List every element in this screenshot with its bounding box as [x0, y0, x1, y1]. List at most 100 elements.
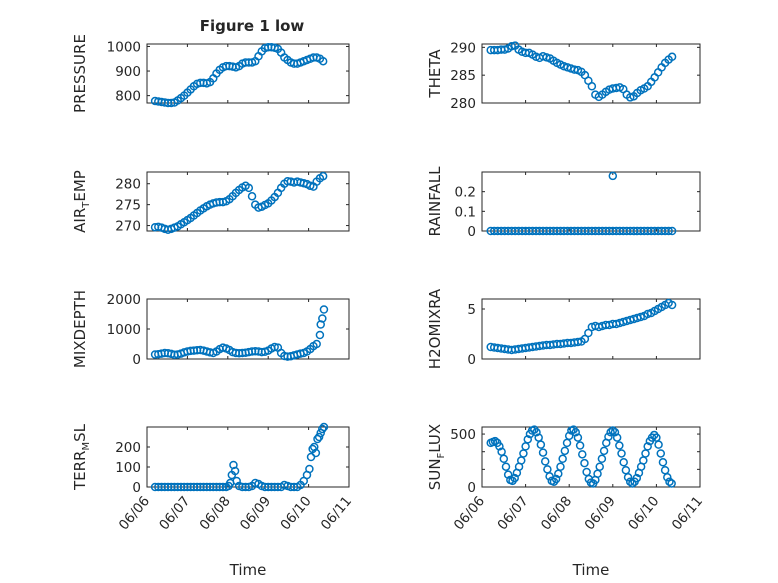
- data-point: [536, 440, 546, 449]
- data-point: [558, 454, 567, 464]
- figure-title: Figure 1 low: [200, 17, 305, 35]
- data-point: [595, 462, 604, 471]
- data-point: [270, 342, 279, 352]
- data-point: [314, 432, 324, 442]
- y-tick-label: 285: [450, 68, 476, 84]
- data-point: [612, 433, 622, 442]
- data-point: [490, 436, 500, 446]
- y-tick-label: 0: [467, 352, 476, 368]
- data-point: [503, 470, 513, 479]
- data-point: [608, 171, 618, 181]
- y-tick-label: 290: [450, 40, 476, 56]
- data-point: [667, 52, 677, 62]
- data-point: [617, 449, 626, 458]
- data-point: [599, 446, 609, 456]
- data-point: [247, 192, 257, 201]
- data-point: [318, 314, 327, 323]
- data-point: [667, 226, 677, 236]
- y-tick-label: 200: [115, 440, 141, 456]
- data-point: [575, 441, 585, 450]
- data-point: [311, 448, 321, 458]
- data-point: [667, 479, 676, 488]
- data-point: [318, 424, 327, 434]
- y-axis-label: RAINFALL: [426, 166, 444, 237]
- data-point: [636, 312, 645, 322]
- data-point: [318, 56, 328, 66]
- data-point: [312, 339, 321, 349]
- y-tick-label: 0: [132, 352, 141, 368]
- data-point: [319, 422, 329, 432]
- data-point: [499, 454, 509, 464]
- data-point: [587, 82, 597, 91]
- data-point: [510, 473, 519, 483]
- y-axis-label: MIXDEPTH: [71, 290, 89, 368]
- y-tick-label: 900: [115, 64, 141, 80]
- data-point: [580, 458, 589, 468]
- data-point: [658, 458, 668, 467]
- subplot-rainfall: 0 0.1 0.2 RAINFALL: [426, 166, 701, 240]
- y-tick-label: 280: [115, 177, 141, 193]
- data-point: [218, 482, 228, 492]
- subplot-air-temp: 270 275 280 AIRTEMP: [71, 170, 350, 235]
- data-point: [584, 328, 593, 338]
- data-point: [532, 428, 541, 437]
- data-point: [656, 449, 666, 458]
- data-point: [538, 448, 548, 457]
- y-axis-label: TERRMSL: [71, 423, 92, 491]
- data-point: [507, 41, 516, 51]
- data-point: [523, 435, 533, 444]
- data-point: [540, 457, 550, 466]
- data-point: [495, 442, 504, 451]
- data-point: [664, 226, 673, 236]
- data-point: [667, 300, 677, 310]
- subplot-h2omixra: 0 5 H2OMIXRA: [426, 288, 701, 369]
- axis-frame: [481, 43, 701, 104]
- y-axis-label: PRESSURE: [71, 34, 89, 113]
- y-axis-label: AIRTEMP: [71, 170, 92, 233]
- data-point: [556, 462, 565, 471]
- data-point: [305, 464, 314, 474]
- y-tick-label: 270: [115, 219, 141, 235]
- data-point: [654, 440, 663, 449]
- axis-frame: [146, 43, 350, 104]
- y-axis-label: SUNFLUX: [426, 424, 447, 490]
- y-axis-label: THETA: [426, 49, 444, 99]
- data-point: [578, 450, 587, 459]
- data-point: [643, 442, 652, 451]
- data-point: [573, 337, 583, 347]
- data-point: [560, 446, 570, 456]
- data-point: [615, 441, 624, 450]
- data-point: [501, 462, 511, 471]
- data-point: [319, 305, 329, 314]
- x-axis-label: Time: [572, 561, 610, 579]
- y-tick-label: 500: [450, 427, 476, 443]
- subplot-mixdepth: 0 1000 2000 MIXDEPTH: [71, 290, 350, 368]
- y-tick-label: 0.1: [455, 204, 476, 220]
- data-point: [551, 474, 561, 484]
- y-tick-label: 0: [467, 224, 476, 240]
- data-point: [625, 477, 635, 486]
- x-axis-label: Time: [229, 561, 267, 579]
- data-point: [665, 477, 674, 486]
- data-point: [619, 458, 628, 467]
- y-tick-label: 280: [450, 96, 476, 112]
- data-point: [564, 431, 574, 441]
- y-tick-label: 100: [115, 460, 141, 476]
- data-point: [623, 473, 633, 482]
- data-point: [608, 426, 618, 435]
- data-point: [597, 454, 607, 464]
- y-tick-label: 1000: [107, 39, 141, 55]
- y-tick-label: 5: [467, 302, 476, 318]
- data-point: [610, 428, 620, 437]
- y-tick-label: 2000: [107, 292, 141, 308]
- y-tick-label: 0: [467, 480, 476, 496]
- data-point: [643, 309, 652, 319]
- y-axis-label: H2OMIXRA: [426, 288, 444, 369]
- data-point: [318, 171, 328, 181]
- data-point: [232, 476, 241, 486]
- data-point: [663, 473, 672, 482]
- subplot-theta: 280 285 290 THETA: [426, 40, 701, 112]
- data-point: [580, 334, 590, 344]
